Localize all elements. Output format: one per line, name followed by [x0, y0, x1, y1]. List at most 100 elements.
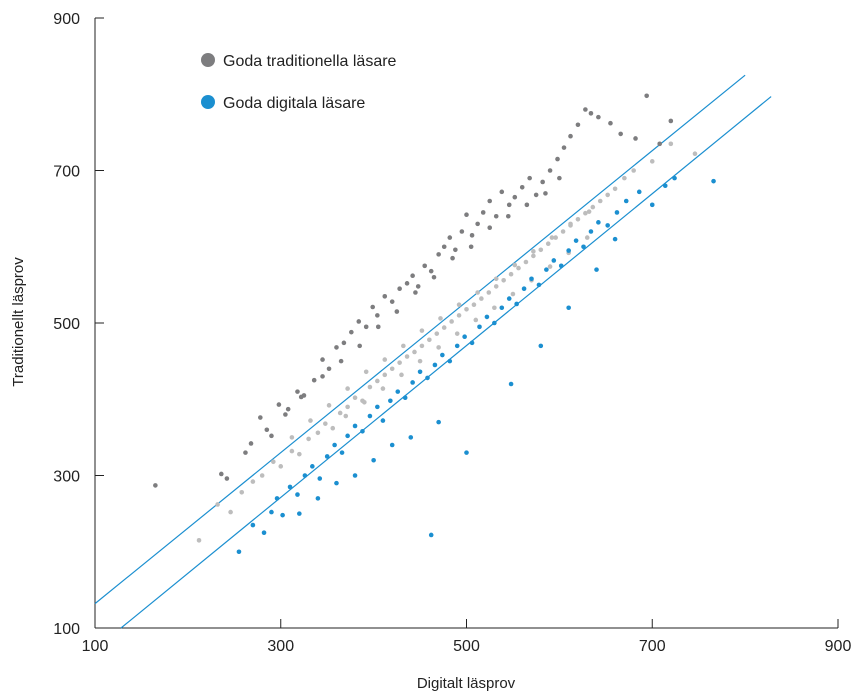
background-point [493, 284, 499, 289]
digital-reader-point [410, 380, 415, 385]
digital-reader-point [332, 442, 337, 448]
background-point [492, 305, 497, 311]
digital-reader-point [436, 419, 441, 425]
reference-line [120, 96, 772, 629]
background-point [271, 459, 276, 465]
background-point [436, 345, 441, 350]
traditional-reader-point [633, 136, 638, 141]
traditional-reader-point [453, 247, 458, 253]
background-point [427, 337, 432, 343]
digital-reader-point [287, 484, 293, 490]
traditional-reader-point [436, 252, 441, 257]
digital-reader-point [588, 229, 594, 234]
series-points [153, 93, 716, 555]
background-point [397, 360, 402, 365]
background-point [454, 331, 460, 336]
background-point [345, 386, 350, 391]
traditional-reader-point [394, 309, 400, 314]
background-point [401, 343, 406, 349]
axes [94, 18, 838, 629]
background-point [375, 378, 380, 384]
digital-reader-point [360, 428, 365, 434]
background-point [590, 204, 596, 210]
digital-reader-point [425, 375, 430, 381]
digital-reader-point [261, 530, 267, 535]
traditional-reader-point [153, 483, 158, 488]
traditional-reader-point [295, 389, 300, 394]
background-point [367, 384, 373, 390]
traditional-reader-point [441, 244, 447, 250]
traditional-reader-point [301, 393, 307, 398]
traditional-reader-point [326, 366, 332, 372]
traditional-reader-point [480, 210, 486, 215]
traditional-reader-point [338, 358, 344, 364]
digital-reader-point [395, 389, 401, 394]
traditional-reader-point [283, 412, 288, 417]
background-points [196, 141, 698, 543]
reference-lines [94, 74, 772, 629]
traditional-reader-point [320, 374, 325, 379]
legend-label-digital: Goda digitala läsare [223, 95, 365, 112]
background-point [475, 290, 480, 295]
traditional-reader-point [506, 202, 512, 208]
background-point [239, 489, 245, 495]
traditional-reader-point [248, 441, 254, 446]
traditional-reader-point [258, 415, 263, 420]
traditional-reader-point [464, 212, 469, 218]
digital-reader-point [596, 220, 601, 225]
digital-reader-point [477, 324, 482, 330]
background-point [449, 319, 454, 324]
background-point [464, 306, 469, 312]
traditional-reader-point [428, 268, 434, 274]
traditional-reader-point [557, 175, 562, 181]
background-point [531, 253, 536, 259]
digital-reader-point [447, 358, 453, 364]
background-point [586, 209, 592, 214]
background-point [510, 291, 516, 297]
digital-reader-point [280, 512, 285, 518]
ticks: 100 300 500 700 900 100 300 500 700 900 [53, 11, 851, 655]
traditional-reader-point [512, 194, 518, 200]
background-point [441, 325, 447, 330]
background-point [337, 410, 343, 416]
background-point [692, 151, 698, 157]
digital-reader-point [636, 189, 642, 195]
x-tick-label: 500 [453, 638, 480, 655]
background-point [547, 264, 553, 269]
background-point [419, 343, 425, 349]
background-point [419, 328, 425, 333]
traditional-reader-point [341, 340, 347, 346]
traditional-reader-point [657, 141, 662, 147]
digital-reader-point [662, 183, 668, 189]
background-point [512, 262, 518, 268]
x-axis-title: Digitalt läsprov [417, 675, 516, 692]
traditional-reader-point [519, 184, 525, 190]
background-point [612, 186, 618, 192]
digital-reader-point [672, 175, 677, 181]
traditional-reader-point [596, 114, 601, 120]
traditional-reader-point [370, 304, 375, 310]
background-point [228, 509, 233, 515]
traditional-reader-point [493, 213, 499, 219]
traditional-reader-point [382, 294, 388, 299]
traditional-reader-point [349, 329, 354, 335]
background-point [326, 403, 332, 408]
y-tick-label: 900 [53, 11, 80, 28]
traditional-reader-point [311, 377, 317, 383]
traditional-reader-point [320, 357, 325, 362]
background-point [531, 249, 536, 254]
background-point [343, 413, 349, 419]
traditional-reader-point [431, 274, 437, 280]
traditional-reader-point [561, 145, 567, 150]
background-point [399, 372, 404, 378]
digital-reader-point [508, 381, 514, 387]
y-tick-label: 300 [53, 469, 80, 486]
background-point [584, 235, 590, 240]
traditional-reader-point [264, 427, 270, 433]
background-point [583, 210, 588, 216]
traditional-reader-point [334, 345, 339, 350]
background-point [568, 221, 573, 227]
background-point [404, 354, 410, 359]
x-tick-label: 900 [825, 638, 852, 655]
